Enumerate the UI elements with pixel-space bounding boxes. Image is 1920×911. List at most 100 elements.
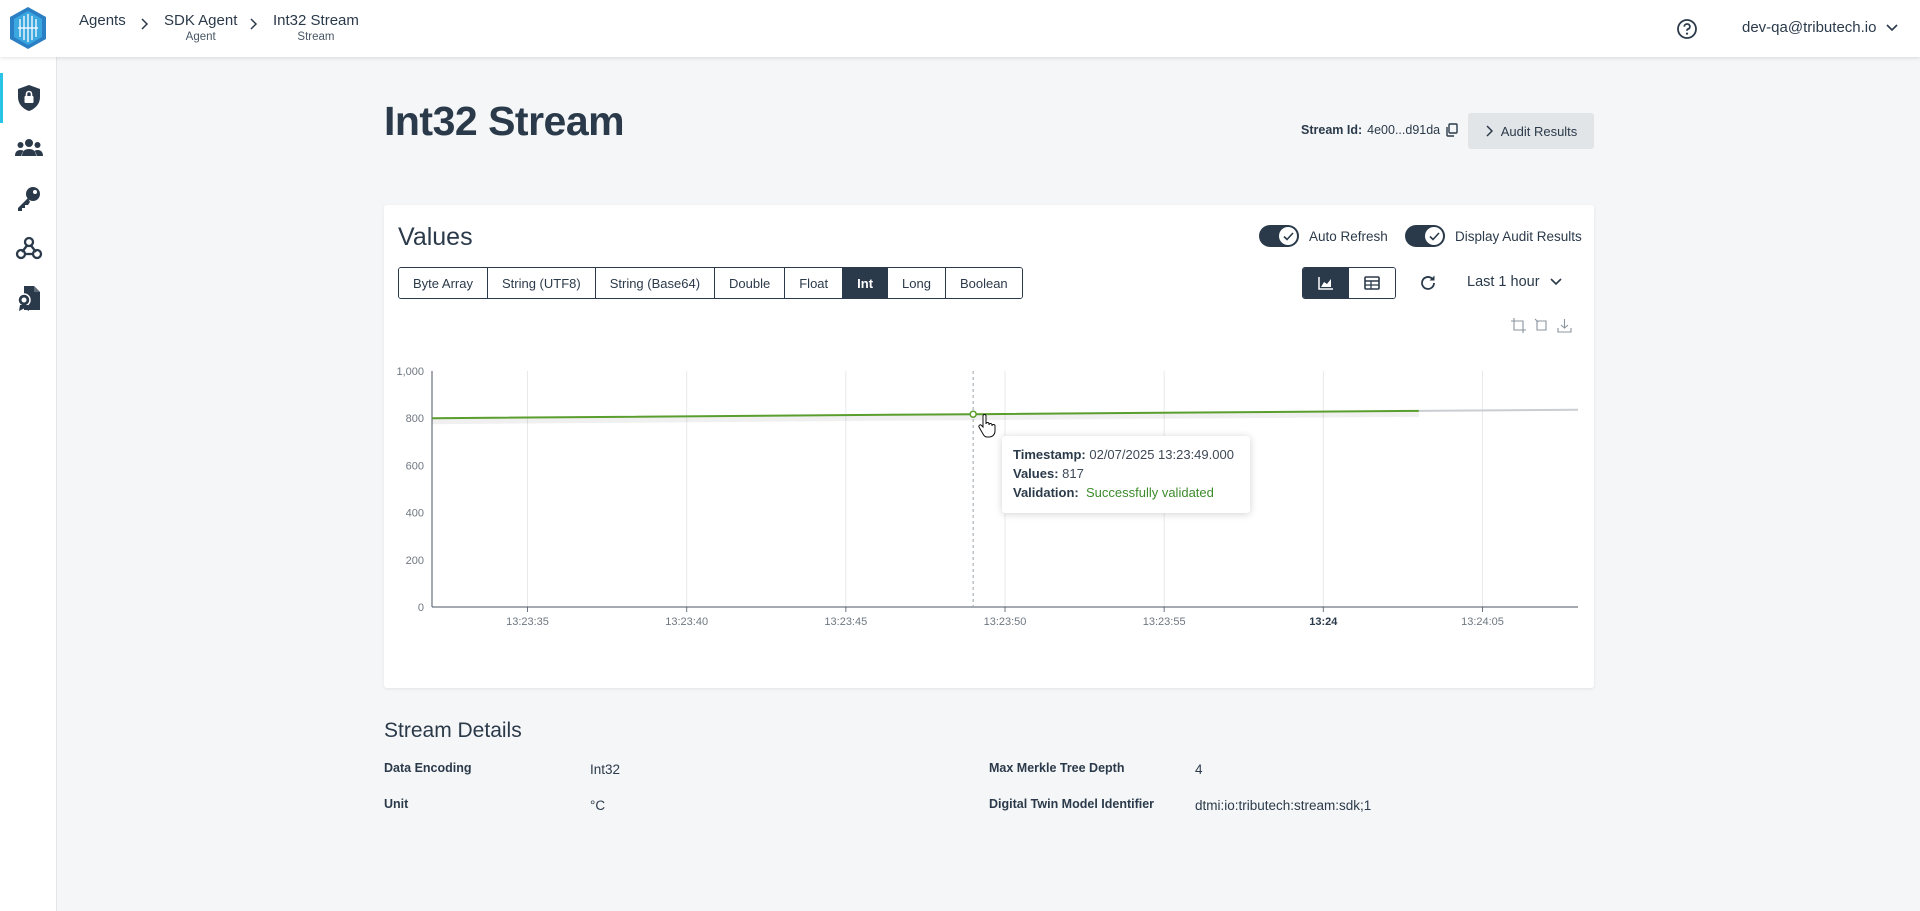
encoding-selector: Byte Array String (UTF8) String (Base64)… <box>398 267 1023 299</box>
sidebar-item-security[interactable] <box>0 73 57 123</box>
breadcrumb-int32-stream[interactable]: Int32 Stream Stream <box>273 12 359 43</box>
y-tick-label: 200 <box>406 555 424 567</box>
audit-results-button[interactable]: Audit Results <box>1468 113 1594 149</box>
view-toggle <box>1302 267 1396 299</box>
time-range-select[interactable]: Last 1 hour <box>1467 274 1562 290</box>
detail-label-data-encoding: Data Encoding <box>384 761 472 775</box>
y-tick-label: 400 <box>406 508 424 520</box>
users-icon <box>14 139 43 156</box>
sidebar-item-certificates[interactable] <box>0 273 57 323</box>
x-tick-label: 13:23:50 <box>984 616 1027 628</box>
tooltip-validation-label: Validation: <box>1013 485 1079 500</box>
chart-toolbox <box>1511 318 1572 333</box>
top-bar: Agents SDK Agent Agent Int32 Stream Stre… <box>0 0 1920 57</box>
values-card: Values Auto Refresh Display Audit Result… <box>384 205 1594 688</box>
breadcrumb-label: Agents <box>79 12 126 29</box>
y-tick-label: 600 <box>406 460 424 472</box>
y-tick-label: 0 <box>418 602 424 614</box>
tooltip-timestamp-label: Timestamp: <box>1013 447 1086 462</box>
chevron-right-icon <box>250 18 258 30</box>
sidebar <box>0 57 57 911</box>
help-icon[interactable] <box>1676 18 1698 40</box>
chevron-down-icon <box>1549 278 1562 286</box>
detail-label-max-merkle-tree-depth: Max Merkle Tree Depth <box>989 761 1125 775</box>
table-icon <box>1364 276 1380 290</box>
tooltip-timestamp-value: 02/07/2025 13:23:49.000 <box>1089 447 1234 462</box>
auto-refresh-label: Auto Refresh <box>1309 228 1388 244</box>
audit-results-label: Audit Results <box>1500 123 1578 139</box>
highlight-point <box>969 410 977 418</box>
certificate-icon <box>16 286 40 311</box>
tooltip-values-label: Values: <box>1013 466 1059 481</box>
encoding-float[interactable]: Float <box>785 268 844 298</box>
sidebar-item-webhooks[interactable] <box>0 223 57 273</box>
download-icon[interactable] <box>1557 318 1572 333</box>
user-menu[interactable]: dev-qa@tributech.io <box>1742 19 1899 36</box>
key-icon <box>17 187 40 211</box>
stream-id: Stream Id: 4e00...d91da <box>1301 123 1458 137</box>
shield-lock-icon <box>17 85 40 111</box>
x-tick-label: 13:23:45 <box>824 616 867 628</box>
encoding-double[interactable]: Double <box>715 268 786 298</box>
zoom-reset-icon[interactable] <box>1534 318 1549 333</box>
breadcrumb-agents[interactable]: Agents <box>79 12 126 29</box>
copy-icon[interactable] <box>1445 123 1458 137</box>
y-tick-label: 1,000 <box>396 366 424 378</box>
zoom-select-icon[interactable] <box>1511 318 1526 333</box>
tooltip-validation-value: Successfully validated <box>1085 485 1214 500</box>
y-tick-label: 800 <box>406 413 424 425</box>
chart-tooltip: Timestamp: 02/07/2025 13:23:49.000 Value… <box>1002 436 1250 513</box>
values-line-chart[interactable]: 0 200 400 600 800 1,000 13:23:35 13:23:40 13:23:… <box>384 345 1594 688</box>
table-view-button[interactable] <box>1349 268 1395 298</box>
chart-view-button[interactable] <box>1303 268 1349 298</box>
detail-value-digital-twin-model-identifier: dtmi:io:tributech:stream:sdk;1 <box>1195 798 1372 813</box>
time-range-value: Last 1 hour <box>1467 274 1540 290</box>
area-chart-icon <box>1318 277 1333 290</box>
detail-label-digital-twin-model-identifier: Digital Twin Model Identifier <box>989 797 1155 811</box>
x-tick-label: 13:24:05 <box>1461 616 1504 628</box>
chevron-right-icon <box>1486 125 1493 137</box>
values-title: Values <box>398 223 473 251</box>
x-tick-label: 13:23:35 <box>506 616 549 628</box>
breadcrumb-label: Int32 Stream <box>273 12 359 29</box>
encoding-long[interactable]: Long <box>888 268 946 298</box>
stream-id-value: 4e00...d91da <box>1367 123 1441 137</box>
display-audit-results-toggle[interactable] <box>1405 225 1445 247</box>
user-email: dev-qa@tributech.io <box>1742 19 1877 36</box>
x-tick-label: 13:23:40 <box>665 616 708 628</box>
webhook-icon <box>15 236 42 260</box>
check-icon <box>1425 227 1443 245</box>
breadcrumb-sdk-agent[interactable]: SDK Agent Agent <box>164 12 237 43</box>
sidebar-item-users[interactable] <box>0 123 57 173</box>
page-title: Int32 Stream <box>384 98 625 144</box>
stream-id-label: Stream Id: <box>1301 123 1363 137</box>
encoding-boolean[interactable]: Boolean <box>945 268 1022 298</box>
encoding-string-base64[interactable]: String (Base64) <box>595 268 716 298</box>
sidebar-item-keys[interactable] <box>0 173 57 223</box>
projection-line <box>1418 408 1579 412</box>
encoding-string-utf8[interactable]: String (UTF8) <box>487 268 596 298</box>
breadcrumb-sublabel: Agent <box>185 31 216 43</box>
detail-label-unit: Unit <box>384 797 409 811</box>
breadcrumb-label: SDK Agent <box>164 12 238 29</box>
encoding-int[interactable]: Int <box>843 268 889 298</box>
stream-details-title: Stream Details <box>384 719 522 742</box>
tributech-logo-icon[interactable] <box>8 6 48 50</box>
detail-value-data-encoding: Int32 <box>590 762 621 777</box>
x-tick-label: 13:23:55 <box>1143 616 1186 628</box>
x-tick-label: 13:24 <box>1309 616 1338 628</box>
hand-cursor-icon <box>978 414 996 438</box>
chevron-down-icon <box>1886 23 1899 31</box>
detail-value-max-merkle-tree-depth: 4 <box>1195 762 1203 777</box>
display-audit-results-label: Display Audit Results <box>1455 228 1582 244</box>
encoding-byte-array[interactable]: Byte Array <box>399 268 488 298</box>
chevron-right-icon <box>141 18 149 30</box>
check-icon <box>1279 227 1297 245</box>
tooltip-values-value: 817 <box>1062 466 1084 481</box>
display-audit-results-toggle-group: Display Audit Results <box>1405 225 1582 247</box>
breadcrumb-sublabel: Stream <box>297 31 335 43</box>
auto-refresh-toggle-group: Auto Refresh <box>1259 225 1388 247</box>
auto-refresh-toggle[interactable] <box>1259 225 1299 247</box>
detail-value-unit: °C <box>590 798 606 813</box>
refresh-icon[interactable] <box>1419 274 1437 292</box>
